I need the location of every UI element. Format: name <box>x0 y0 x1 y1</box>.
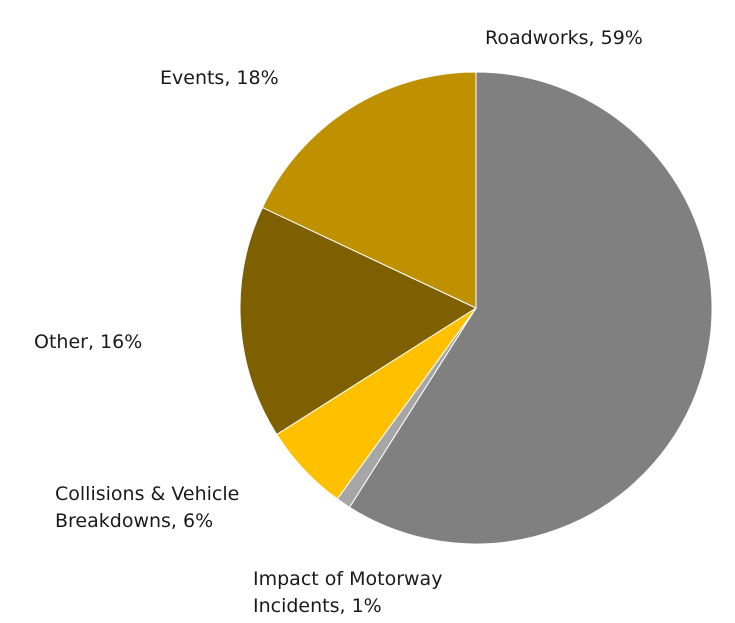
slice-label-line: Other, 16% <box>34 331 142 353</box>
slice-label-line: Incidents, 1% <box>253 595 382 617</box>
slice-label: Impact of Motorway Incidents, 1% <box>253 568 442 617</box>
slice-label: Collisions & Vehicle Breakdowns, 6% <box>55 483 239 532</box>
pie-slice-events <box>261 71 477 309</box>
slice-label-line: Roadworks, 59% <box>485 27 643 49</box>
slice-labels: Roadworks, 59% Impact of Motorway Incident… <box>34 27 643 617</box>
pie-slice-other <box>239 206 478 436</box>
slice-label: Events, 18% <box>160 67 279 89</box>
slice-label-line: Breakdowns, 6% <box>55 510 213 532</box>
slice-label-line: Events, 18% <box>160 67 279 89</box>
slice-label: Other, 16% <box>34 331 142 353</box>
slice-label-line: Collisions & Vehicle <box>55 483 239 505</box>
pie-slices <box>239 71 713 545</box>
slice-label: Roadworks, 59% <box>485 27 643 49</box>
slice-label-line: Impact of Motorway <box>253 568 442 590</box>
pie-slice-roadworks <box>348 71 713 545</box>
